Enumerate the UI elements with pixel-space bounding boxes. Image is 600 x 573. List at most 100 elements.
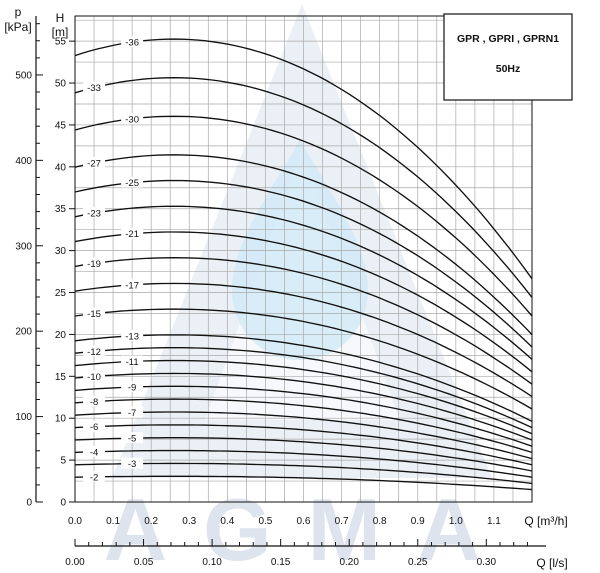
head-axis-unit: [m] — [52, 25, 69, 39]
pump-curve-stage-13 — [74, 334, 533, 423]
head-tick-label: 55 — [55, 37, 67, 48]
pump-curve-stage-25 — [74, 179, 533, 348]
pump-curve-stage-6 — [74, 424, 533, 466]
curve-label-bg — [121, 278, 144, 290]
curve-label: -8 — [90, 397, 98, 408]
flow-m3h-tick-label: 0.5 — [258, 516, 272, 527]
pump-curve-stage-36 — [74, 38, 533, 280]
curve-label: -5 — [128, 434, 136, 445]
flow-m3h-tick-label: 0.8 — [373, 516, 387, 527]
curve-label: -11 — [126, 357, 139, 368]
head-tick-label: 35 — [55, 204, 67, 215]
curve-label: -21 — [125, 229, 139, 240]
head-tick-label: 15 — [55, 372, 67, 383]
curve-label-bg — [121, 432, 144, 444]
curve-label: -4 — [90, 447, 98, 458]
pump-curve-stage-2 — [74, 475, 533, 491]
flow-m3h-tick-label: 0.3 — [182, 516, 196, 527]
pressure-tick-label: 400 — [15, 156, 32, 167]
curve-label-bg — [121, 176, 144, 188]
pump-curve-stage-8 — [74, 398, 533, 454]
flow-m3h-tick-label: 0.9 — [411, 516, 425, 527]
flow-m3h-tick-label: 0.4 — [220, 516, 234, 527]
flow-ls-tick-label: 0.10 — [202, 557, 222, 568]
curve-label: -23 — [87, 209, 101, 220]
pressure-tick-label: 100 — [15, 412, 32, 423]
curve-label: -12 — [87, 347, 101, 358]
curve-label: -10 — [87, 372, 101, 383]
curve-label: -9 — [128, 383, 136, 394]
flow-ls-tick-label: 0.15 — [271, 557, 291, 568]
curve-label: -27 — [87, 158, 101, 169]
pump-curve-stage-27 — [74, 154, 533, 336]
flow-m3h-tick-label: 0.2 — [144, 516, 158, 527]
pump-curve-stage-21 — [74, 231, 533, 373]
flow-m3h-tick-label: 0.7 — [335, 516, 349, 527]
curve-label-bg — [83, 445, 106, 457]
curve-label-bg — [83, 81, 106, 93]
pump-curve-stage-7 — [74, 411, 533, 460]
pump-curve-stage-15 — [74, 308, 533, 410]
flow-m3h-tick-label: 0.6 — [297, 516, 311, 527]
curve-layer: -2 -3 -4 -5 -6 -7 -8 -9 -10 -11 -12 -13 -15 -17 -19 -21… — [74, 36, 533, 491]
head-tick-label: 50 — [55, 79, 67, 90]
curve-label-bg — [83, 257, 106, 269]
curve-label-bg — [121, 406, 144, 418]
pump-curve-stage-33 — [74, 77, 533, 298]
pressure-tick-label: 0 — [26, 498, 32, 509]
head-tick-label: 5 — [60, 456, 66, 467]
curve-label: -2 — [90, 472, 98, 483]
axis-layer: 0 5 10 15 20 25 30 35 40 45 50 55 H[m] 0 100 200 300 400 5… — [4, 5, 567, 570]
legend-frame — [443, 13, 573, 101]
pressure-axis-symbol: p — [15, 5, 22, 19]
flow-ls-axis-label: Q [l/s] — [536, 556, 567, 570]
flow-m3h-tick-label: 0.1 — [106, 516, 120, 527]
flow-m3h-axis-label: Q [m³/h] — [524, 514, 567, 528]
plot-frame — [74, 15, 533, 503]
legend-subtitle: 50Hz — [496, 63, 521, 75]
curve-label-bg — [83, 370, 106, 382]
head-tick-label: 30 — [55, 246, 67, 257]
pump-curve-stage-4 — [74, 449, 533, 478]
curve-label-bg — [83, 345, 106, 357]
pump-curve-stage-11 — [74, 359, 533, 435]
curve-label: -13 — [125, 331, 139, 342]
curve-label-bg — [121, 112, 144, 124]
curve-label-bg — [83, 470, 106, 482]
head-tick-label: 0 — [60, 498, 66, 509]
curve-label-bg — [83, 207, 106, 219]
flow-m3h-tick-label: 1.0 — [449, 516, 463, 527]
legend-box: GPR , GPRI , GPRN1 50Hz — [443, 13, 573, 101]
pump-curve-stage-23 — [74, 205, 533, 360]
curve-label: -3 — [128, 459, 136, 470]
pressure-tick-label: 200 — [15, 327, 32, 338]
curve-label: -33 — [87, 83, 101, 94]
curve-label-bg — [83, 156, 106, 168]
flow-m3h-tick-label: 0.0 — [68, 516, 82, 527]
head-tick-label: 40 — [55, 162, 67, 173]
flow-ls-tick-label: 0.30 — [477, 557, 497, 568]
pump-curve-stage-10 — [74, 372, 533, 441]
pump-curve-stage-9 — [74, 385, 533, 447]
curve-label-bg — [83, 420, 106, 432]
curve-label: -6 — [90, 422, 98, 433]
curve-label-bg — [121, 355, 144, 367]
curve-label-bg — [121, 381, 144, 393]
curve-label: -7 — [128, 408, 136, 419]
pump-curve-stage-3 — [74, 462, 533, 485]
curve-label-bg — [83, 307, 106, 319]
pressure-tick-label: 300 — [15, 241, 32, 252]
curve-label: -25 — [125, 178, 139, 189]
flow-ls-tick-label: 0.20 — [339, 557, 359, 568]
head-tick-label: 25 — [55, 288, 67, 299]
flow-m3h-tick-label: 1.1 — [487, 516, 501, 527]
head-axis-symbol: H — [56, 11, 65, 25]
head-tick-label: 10 — [55, 414, 67, 425]
flow-ls-tick-label: 0.05 — [134, 557, 154, 568]
curve-label-bg — [83, 395, 106, 407]
head-tick-label: 20 — [55, 330, 67, 341]
flow-ls-tick-label: 0.25 — [408, 557, 428, 568]
pressure-axis-unit: [kPa] — [4, 20, 31, 34]
